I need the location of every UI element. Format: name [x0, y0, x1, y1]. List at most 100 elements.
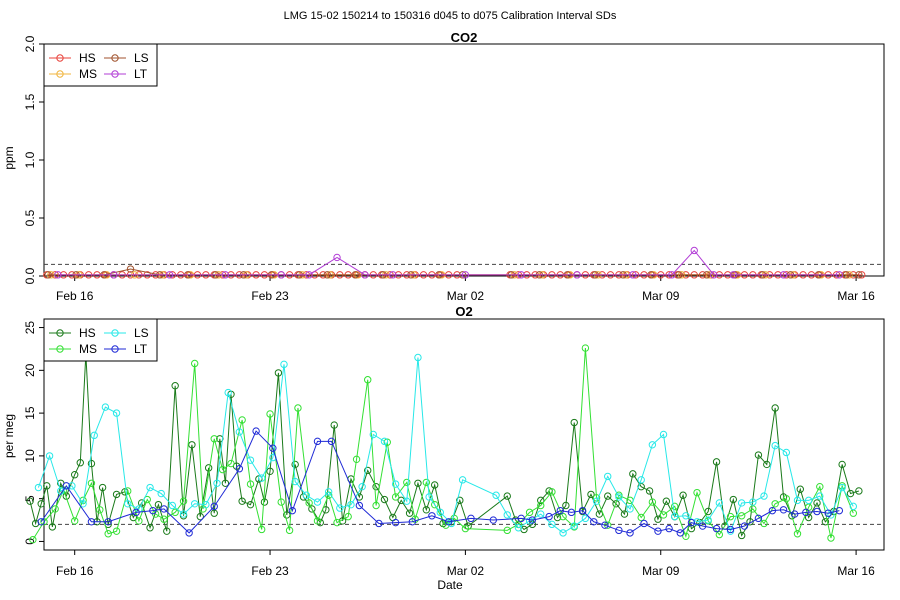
co2-plot-area: 0.0 0.5 1.0 1.5 2.0 Feb 16 Feb 23 Mar 02 Mar 09 M…: [23, 35, 885, 303]
o2-series-ms-point: [403, 478, 411, 487]
o2-series-hs-point: [754, 451, 763, 459]
o2-series-ms-point: [430, 500, 439, 509]
co2-plot-frame: [43, 43, 885, 277]
co2-series-ls-point: [842, 271, 851, 279]
co2-series-lt-point: [165, 271, 174, 279]
o2-series-ls-point: [112, 409, 121, 417]
o2-series-ls-point: [592, 497, 601, 505]
o2-series-lt-point: [615, 526, 623, 535]
o2-series-lt-point: [391, 518, 400, 527]
o2-series-ms-point: [648, 498, 657, 506]
o2-series-hs-point: [503, 492, 511, 500]
o2-series-lt-point: [813, 507, 821, 516]
o2-series-ms-point: [305, 499, 313, 507]
o2-series-ls-point: [771, 441, 779, 450]
o2-series-ls-point: [79, 500, 87, 508]
o2-series-hs-point: [562, 501, 570, 510]
o2-series-hs-point: [283, 511, 291, 519]
o2-series-ls-point: [34, 483, 43, 492]
o2-series-ls-point: [604, 472, 612, 481]
co2-series-ls-point: [44, 271, 52, 279]
o2-series-lt-point: [590, 518, 598, 526]
o2-series-hs-point: [171, 382, 179, 390]
o2-series-ms-point: [294, 404, 302, 412]
o2-series-hs-point: [76, 459, 84, 467]
o2-series-ms-point: [726, 512, 735, 521]
o2-series-lt-point: [313, 437, 322, 446]
o2-series-hs-point: [456, 496, 464, 505]
o2-series-hs-point: [98, 483, 107, 492]
o2-series-lt-point: [824, 509, 832, 517]
o2-series-ls-point: [849, 502, 858, 511]
o2-series-hs-point: [771, 404, 779, 412]
o2-series-ms-point: [659, 511, 668, 519]
o2-series-ls-point: [670, 512, 679, 521]
o2-series-lt-point: [408, 518, 417, 526]
o2-series-ls-point: [101, 403, 110, 411]
co2-series-lt-point: [305, 271, 313, 279]
o2-series-ls-point: [280, 360, 288, 369]
o2-series-lt-line: [40, 430, 840, 534]
o2-series-ls-point: [168, 501, 177, 510]
o2-series-ls-point: [425, 493, 433, 501]
o2-series-ls-point: [648, 441, 657, 449]
o2-series-ls-point: [804, 496, 813, 505]
o2-series-lt-point: [578, 506, 587, 515]
o2-series-hs-point: [405, 509, 414, 517]
o2-series-hs-point: [112, 490, 121, 499]
o2-series-ms-point: [70, 517, 79, 525]
o2-series-hs-point: [154, 500, 163, 509]
o2-series-ls-point: [782, 448, 791, 457]
o2-series-ls-point: [347, 500, 355, 509]
o2-series-hs-point: [645, 487, 654, 495]
o2-series-lt-point: [269, 444, 277, 452]
o2-series-ms-point: [285, 526, 294, 535]
o2-series-lt-point: [665, 524, 673, 533]
o2-series-lt-point: [528, 516, 537, 524]
o2-series-lt-point: [489, 516, 498, 524]
o2-series-ls-point: [45, 452, 54, 460]
co2-series-lt-point: [690, 246, 698, 255]
o2-series-ls-point: [570, 522, 578, 530]
o2-legend-label-ls: LS: [134, 326, 149, 340]
o2-legend-label-hs: HS: [79, 326, 96, 340]
co2-series-lt-point: [54, 271, 62, 279]
o2-series-ms-point: [771, 500, 779, 508]
o2-series-ls-point: [682, 512, 690, 520]
o2-ylabel: per meg: [2, 414, 16, 458]
o2-series-lt-point: [327, 437, 336, 446]
co2-series-lt-point: [389, 271, 397, 279]
o2-series-ms-point: [693, 488, 701, 497]
o2-series-ls-point: [436, 508, 444, 517]
co2-legend-label-ms: MS: [79, 67, 97, 81]
o2-series-ms-point: [277, 498, 285, 506]
o2-series-hs-point: [729, 495, 738, 504]
o2-series-lt-point: [235, 465, 244, 473]
o2-series-ms-point: [87, 479, 96, 487]
o2-series-ls-point: [737, 499, 746, 507]
o2-series-hs-point: [260, 498, 269, 506]
o2-series-ls-point: [157, 489, 165, 498]
o2-series-hs-point: [855, 487, 863, 495]
co2-series-lt-point: [729, 271, 738, 279]
o2-series-lt-point: [288, 506, 297, 515]
o2-series-hs-point: [553, 513, 562, 522]
o2-series-ms-point: [257, 525, 266, 534]
o2-series-lt-point: [768, 506, 777, 515]
o2-series-lt-point: [210, 502, 218, 511]
o2-series-hs-point: [364, 466, 372, 475]
o2-series-hs-point: [595, 510, 604, 518]
o2-series-lt-point: [712, 524, 721, 533]
o2-series-hs-point: [238, 497, 246, 505]
o2-series-ms-point: [313, 517, 322, 525]
o2-legend-label-ms: MS: [79, 342, 97, 356]
co2-series-ls-point: [703, 271, 711, 279]
co2-legend-box: [43, 43, 158, 87]
o2-series-ms-point: [171, 508, 179, 517]
o2-series-ls-point: [90, 431, 98, 440]
co2-series-lt-line: [57, 249, 840, 276]
o2-series-hs-point: [246, 500, 255, 509]
o2-series-ms-point: [160, 515, 168, 523]
o2-series-lt-point: [790, 510, 799, 518]
